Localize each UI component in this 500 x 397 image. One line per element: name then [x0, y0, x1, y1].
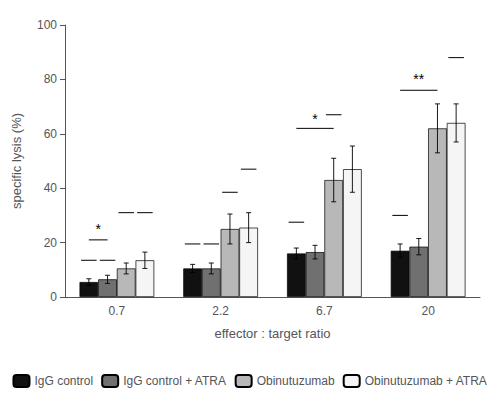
svg-text:**: ** [413, 71, 424, 87]
svg-text:0.7: 0.7 [109, 304, 126, 318]
svg-text:20: 20 [44, 236, 58, 250]
svg-text:6.7: 6.7 [316, 304, 333, 318]
svg-text:effector : target ratio: effector : target ratio [214, 326, 330, 341]
svg-text:IgG control: IgG control [34, 374, 93, 388]
svg-text:80: 80 [44, 72, 58, 86]
svg-text:0: 0 [50, 290, 57, 304]
svg-text:Obinutuzumab + ATRA: Obinutuzumab + ATRA [365, 374, 487, 388]
svg-text:60: 60 [44, 127, 58, 141]
svg-text:Obinutuzumab: Obinutuzumab [257, 374, 335, 388]
svg-text:*: * [312, 111, 318, 127]
svg-text:40: 40 [44, 181, 58, 195]
svg-text:IgG control + ATRA: IgG control + ATRA [123, 374, 226, 388]
svg-text:20: 20 [421, 304, 435, 318]
svg-text:*: * [95, 221, 101, 237]
svg-text:2.2: 2.2 [212, 304, 229, 318]
svg-text:specific lysis (%): specific lysis (%) [9, 113, 24, 209]
svg-text:100: 100 [37, 18, 57, 32]
